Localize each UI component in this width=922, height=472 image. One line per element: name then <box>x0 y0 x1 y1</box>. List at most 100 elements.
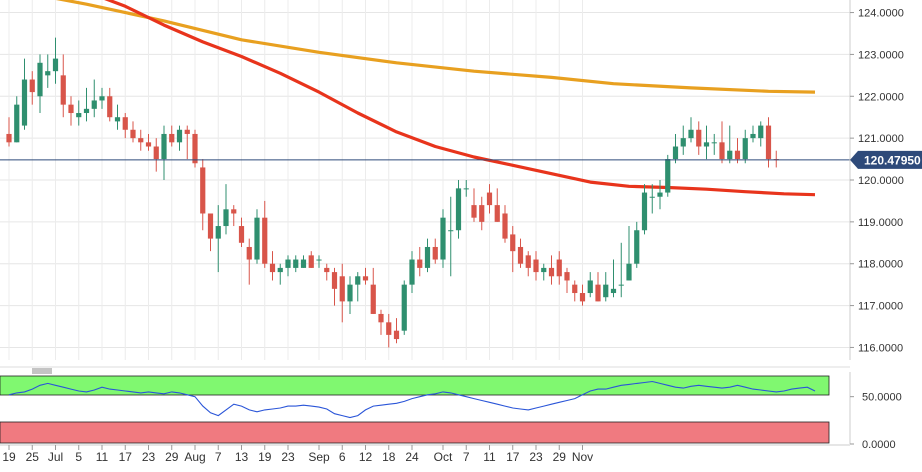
candle-body <box>448 230 454 232</box>
candle-body <box>52 58 59 72</box>
candle-body <box>517 246 524 264</box>
candle-body <box>83 108 90 114</box>
indicator-tick-label: 50.0000 <box>862 392 902 404</box>
candle-body <box>308 255 314 268</box>
current-price-label: 120.47950 <box>864 153 921 167</box>
x-tick-label: Oct <box>434 450 453 464</box>
candle-body <box>130 129 136 139</box>
candle-body <box>393 330 400 340</box>
candle-body <box>223 209 229 227</box>
candle-body <box>595 284 601 302</box>
price-tick-label: 120.0000 <box>858 175 904 187</box>
price-tick-label: 121.0000 <box>858 133 904 145</box>
candle-body <box>417 259 423 268</box>
candle-body <box>107 96 113 118</box>
candle-body <box>91 100 97 109</box>
candle-body <box>424 246 431 268</box>
candle-body <box>122 117 128 130</box>
x-tick-label: 11 <box>483 450 496 464</box>
price-tick-label: 116.0000 <box>858 342 903 354</box>
candle-body <box>634 230 640 264</box>
candle-body <box>579 293 586 302</box>
candle-body <box>719 142 725 160</box>
x-tick-label: 17 <box>119 450 133 464</box>
candle-body <box>572 284 578 294</box>
candle-body <box>672 146 679 160</box>
candle-body <box>29 79 35 93</box>
candle-body <box>37 62 43 97</box>
candle-body <box>440 217 446 260</box>
candle-body <box>378 313 384 323</box>
x-axis: 19 25 Jul 5 11 17 23 29 Aug 7 13 19 23 Sep 6 12 18 24 Oct 7… <box>0 444 850 464</box>
x-tick-label: 7 <box>215 450 222 464</box>
candle-body <box>355 276 361 285</box>
candle-body <box>696 129 702 147</box>
current-price-badge-bg <box>850 150 922 169</box>
candle-body <box>564 272 570 281</box>
candle-body <box>277 267 283 273</box>
candle-body <box>262 217 268 264</box>
price-tick-label: 122.0000 <box>858 91 904 103</box>
x-tick-label: 25 <box>26 450 40 464</box>
candle-body <box>649 196 655 198</box>
candle-body <box>510 234 516 252</box>
x-tick-label: 12 <box>359 450 373 464</box>
candle-body <box>316 259 322 261</box>
candle-body <box>331 272 338 289</box>
candle-body <box>734 150 741 160</box>
indicator-tick-label: 0.0000 <box>862 439 896 451</box>
candle-body <box>200 167 206 214</box>
candle-body <box>626 263 632 281</box>
candle-body <box>145 142 152 147</box>
candle-body <box>114 117 121 122</box>
x-tick-label: 29 <box>165 450 179 464</box>
candle-body <box>610 288 617 294</box>
candle-body <box>169 133 175 143</box>
candle-body <box>525 255 531 268</box>
candle-body <box>14 104 20 143</box>
candle-body <box>324 267 330 273</box>
candle-body <box>742 138 748 160</box>
candle-body <box>665 159 671 193</box>
candle-body <box>99 96 105 101</box>
x-tick-label: 24 <box>405 450 419 464</box>
candle-body <box>246 246 252 260</box>
candle-body <box>471 205 477 218</box>
candle-body <box>641 192 648 231</box>
indicator-line <box>8 380 816 419</box>
candle-body <box>238 226 245 243</box>
overbought-zone <box>0 375 830 396</box>
candle-body <box>494 205 500 222</box>
candle-body <box>409 259 415 285</box>
candle-body <box>192 133 198 164</box>
x-tick-label: 19 <box>258 450 272 464</box>
candle-body <box>680 138 686 147</box>
candle-body <box>254 217 260 260</box>
x-tick-label: 19 <box>2 450 16 464</box>
candle-body <box>370 284 376 314</box>
x-tick-label: 11 <box>96 450 109 464</box>
x-tick-label: Nov <box>572 450 593 464</box>
candle-body <box>758 125 764 139</box>
indicator-pane: 0.0000 50.0000 <box>0 372 902 451</box>
candle-body <box>339 276 345 302</box>
candle-body <box>711 142 717 144</box>
candle-body <box>727 150 733 160</box>
candle-body <box>750 133 756 139</box>
candle-body <box>68 104 74 114</box>
candle-body <box>21 79 28 126</box>
candle-body <box>76 113 82 118</box>
candle-body <box>765 125 772 160</box>
oversold-zone <box>0 421 830 444</box>
candle-body <box>541 267 547 273</box>
candle-body <box>463 188 469 190</box>
candle-body <box>479 205 485 222</box>
candle-body <box>603 284 609 298</box>
price-axis: 116.0000 117.0000 118.0000 119.0000 120.0000… <box>849 0 904 360</box>
price-tick-label: 118.0000 <box>858 259 903 271</box>
candle-body <box>176 129 183 143</box>
candle-body <box>45 71 51 76</box>
candle-body <box>618 284 624 286</box>
